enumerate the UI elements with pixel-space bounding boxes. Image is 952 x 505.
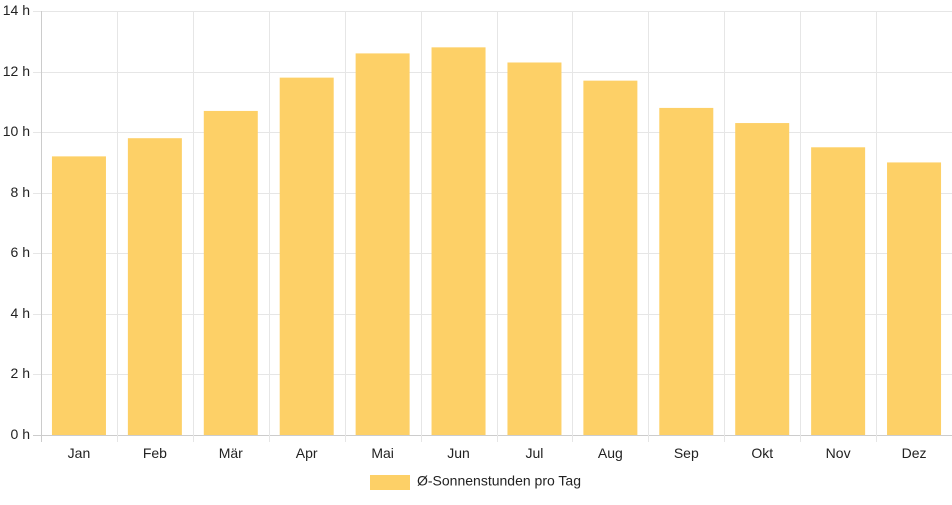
bar-nov[interactable] [811, 147, 866, 436]
bar-okt[interactable] [735, 123, 790, 436]
bar-sep[interactable] [659, 107, 714, 436]
y-tick-label: 4 h [11, 305, 30, 321]
bar-aug[interactable] [583, 80, 638, 436]
x-tick-label: Apr [296, 445, 318, 461]
bar-series [51, 47, 942, 436]
y-tick-label: 14 h [3, 2, 30, 18]
x-tick-label: Nov [826, 445, 851, 461]
y-tick-label: 12 h [3, 63, 30, 79]
x-tick-label: Mai [371, 445, 394, 461]
x-tick-label: Dez [902, 445, 927, 461]
legend-label[interactable]: Ø-Sonnenstunden pro Tag [417, 473, 581, 489]
bar-jan[interactable] [51, 156, 106, 435]
grid-lines [33, 11, 952, 442]
bar-mär[interactable] [203, 110, 258, 435]
y-tick-label: 10 h [3, 123, 30, 139]
x-tick-label: Mär [219, 445, 243, 461]
bar-dez[interactable] [887, 162, 942, 435]
y-tick-label: 0 h [11, 426, 30, 442]
x-tick-label: Okt [751, 445, 773, 461]
bar-apr[interactable] [279, 77, 334, 435]
y-tick-label: 6 h [11, 244, 30, 260]
y-tick-label: 8 h [11, 184, 30, 200]
bar-jul[interactable] [507, 62, 562, 435]
bar-mai[interactable] [355, 53, 410, 436]
x-tick-label: Jan [68, 445, 91, 461]
x-tick-label: Jul [526, 445, 544, 461]
legend-swatch[interactable] [370, 475, 410, 490]
x-tick-label: Feb [143, 445, 167, 461]
x-tick-label: Aug [598, 445, 623, 461]
y-tick-label: 2 h [11, 365, 30, 381]
x-tick-label: Sep [674, 445, 699, 461]
bar-jun[interactable] [431, 47, 486, 435]
x-tick-label: Jun [447, 445, 470, 461]
bar-feb[interactable] [127, 138, 182, 435]
axes: 0 h 2 h 4 h 6 h 8 h 10 h 12 h 14 h Jan Feb Mär Apr M… [3, 2, 927, 461]
legend[interactable]: Ø-Sonnenstunden pro Tag [370, 473, 581, 490]
